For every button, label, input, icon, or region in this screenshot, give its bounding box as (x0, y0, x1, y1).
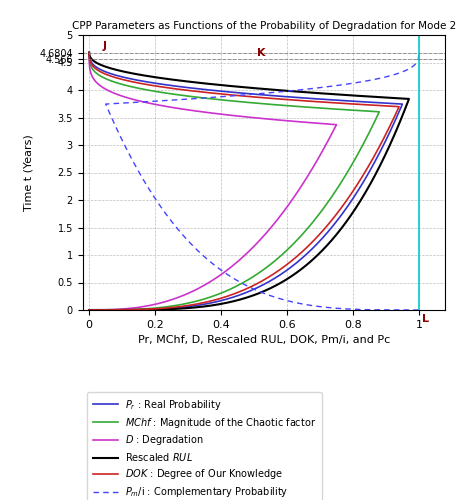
Text: L: L (422, 314, 429, 324)
Text: K: K (257, 48, 266, 58)
X-axis label: Pr, MChf, D, Rescaled RUL, DOK, Pm/i, and Pc: Pr, MChf, D, Rescaled RUL, DOK, Pm/i, an… (138, 336, 390, 345)
Title: CPP Parameters as Functions of the Probability of Degradation for Mode 2: CPP Parameters as Functions of the Proba… (72, 22, 456, 32)
Text: J: J (102, 42, 106, 51)
Legend: $P_r$ : Real Probability, $MChf$ : Magnitude of the Chaotic factor, $D$ : Degrad: $P_r$ : Real Probability, $MChf$ : Magni… (88, 392, 322, 500)
Y-axis label: Time t (Years): Time t (Years) (24, 134, 34, 211)
